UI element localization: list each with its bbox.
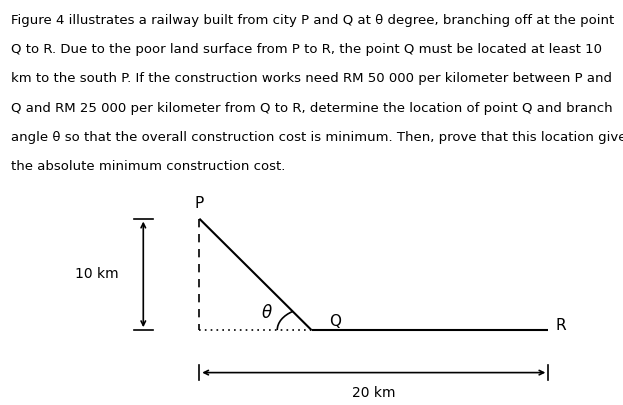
Text: angle θ so that the overall construction cost is minimum. Then, prove that this : angle θ so that the overall construction… <box>11 131 623 144</box>
Text: Q and RM 25 000 per kilometer from Q to R, determine the location of point Q and: Q and RM 25 000 per kilometer from Q to … <box>11 102 613 115</box>
Text: 20 km: 20 km <box>352 386 396 400</box>
Text: the absolute minimum construction cost.: the absolute minimum construction cost. <box>11 160 285 173</box>
Text: Figure 4 illustrates a railway built from city P and Q at θ degree, branching of: Figure 4 illustrates a railway built fro… <box>11 14 614 27</box>
Text: Q: Q <box>329 313 341 329</box>
Text: P: P <box>195 196 204 211</box>
Text: Q to R. Due to the poor land surface from P to R, the point Q must be located at: Q to R. Due to the poor land surface fro… <box>11 43 602 56</box>
Text: 10 km: 10 km <box>75 267 118 281</box>
Text: km to the south P. If the construction works need RM 50 000 per kilometer betwee: km to the south P. If the construction w… <box>11 72 612 85</box>
Text: R: R <box>556 318 566 333</box>
Text: θ: θ <box>262 304 272 322</box>
